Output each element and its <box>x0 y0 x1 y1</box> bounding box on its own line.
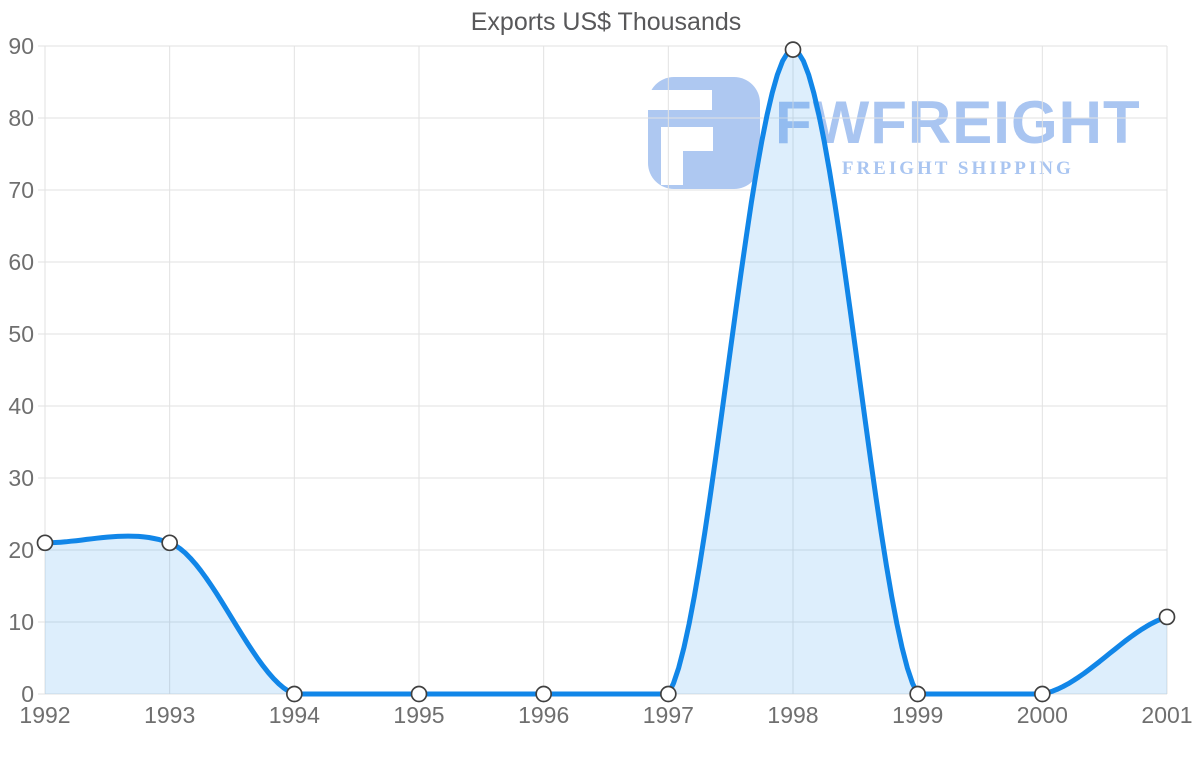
x-tick-label: 2001 <box>1141 702 1192 728</box>
watermark-text: FWFREIGHT FREIGHT SHIPPING <box>775 77 1141 180</box>
data-point[interactable] <box>659 685 677 703</box>
y-tick-label: 20 <box>8 537 34 563</box>
x-tick-label: 2000 <box>1017 702 1068 728</box>
y-tick-label: 0 <box>21 681 34 707</box>
x-tick-label: 1992 <box>19 702 70 728</box>
data-point[interactable] <box>909 685 927 703</box>
x-tick-label: 1993 <box>144 702 195 728</box>
y-tick-label: 80 <box>8 105 34 131</box>
y-tick-label: 10 <box>8 609 34 635</box>
watermark: FWFREIGHT FREIGHT SHIPPING <box>646 77 1141 189</box>
x-tick-label: 1998 <box>767 702 818 728</box>
y-tick-label: 30 <box>8 465 34 491</box>
area-fill <box>45 49 1167 695</box>
y-tick-label: 40 <box>8 393 34 419</box>
data-point[interactable] <box>161 534 179 552</box>
x-tick-label: 1999 <box>892 702 943 728</box>
data-point[interactable] <box>1033 685 1051 703</box>
data-point[interactable] <box>784 41 802 58</box>
x-tick-label: 1997 <box>643 702 694 728</box>
y-tick-label: 90 <box>8 33 34 59</box>
y-tick-label: 60 <box>8 249 34 275</box>
x-tick-label: 1994 <box>269 702 320 728</box>
fwfreight-logo-icon <box>646 77 760 189</box>
chart-title: Exports US$ Thousands <box>470 8 742 36</box>
x-tick-label: 1996 <box>518 702 569 728</box>
watermark-tagline: FREIGHT SHIPPING <box>841 158 1074 179</box>
series-line <box>42 47 1170 697</box>
data-point[interactable] <box>1158 608 1176 626</box>
data-point[interactable] <box>36 534 54 552</box>
y-tick-label: 50 <box>8 321 34 347</box>
watermark-brand: FWFREIGHT <box>775 89 1141 156</box>
data-point[interactable] <box>285 685 303 703</box>
data-point[interactable] <box>410 685 428 703</box>
data-point[interactable] <box>535 685 553 703</box>
y-tick-label: 70 <box>8 177 34 203</box>
x-tick-label: 1995 <box>393 702 444 728</box>
